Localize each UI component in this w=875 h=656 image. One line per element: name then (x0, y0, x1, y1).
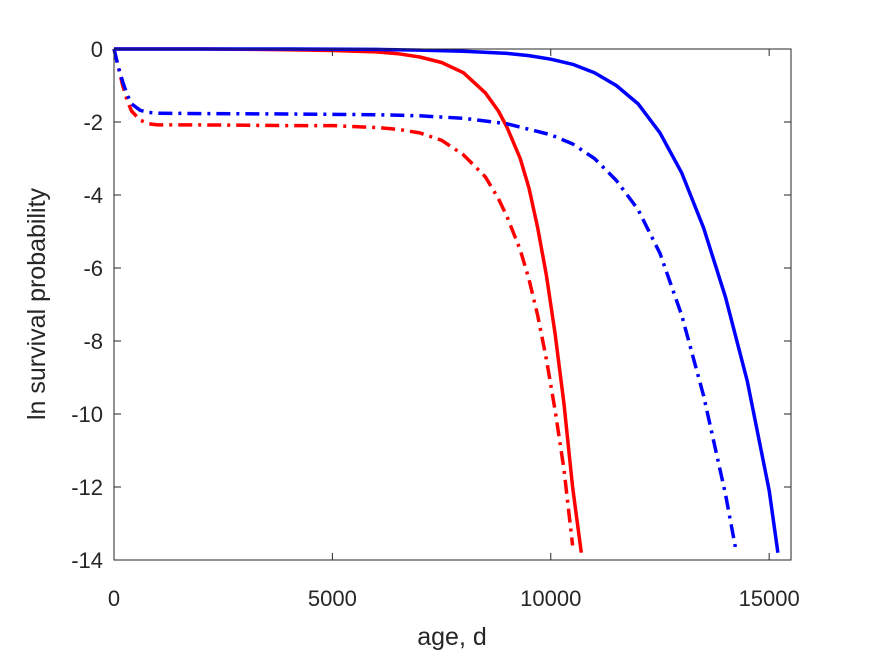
y-tick-label: -12 (71, 475, 103, 500)
y-tick-label: -14 (71, 548, 103, 573)
y-tick-label: 0 (91, 37, 103, 62)
series-line-4 (112, 48, 739, 554)
plot-frame (113, 48, 792, 561)
y-tick-label: -2 (83, 110, 103, 135)
x-tick-label: 15000 (739, 586, 800, 611)
y-tick-label: -6 (83, 256, 103, 281)
y-tick-label: -4 (83, 183, 103, 208)
y-tick-label: -8 (83, 329, 103, 354)
x-tick-label: 10000 (520, 586, 581, 611)
y-tick-label: -10 (71, 402, 103, 427)
y-axis-label: ln survival probability (23, 187, 51, 420)
x-axis-label: age, d (417, 623, 487, 651)
series-line-3 (114, 47, 780, 553)
series-line-2 (112, 48, 575, 546)
x-tick-label: 0 (108, 586, 120, 611)
series-layer (112, 47, 780, 554)
x-tick-label: 5000 (308, 586, 357, 611)
